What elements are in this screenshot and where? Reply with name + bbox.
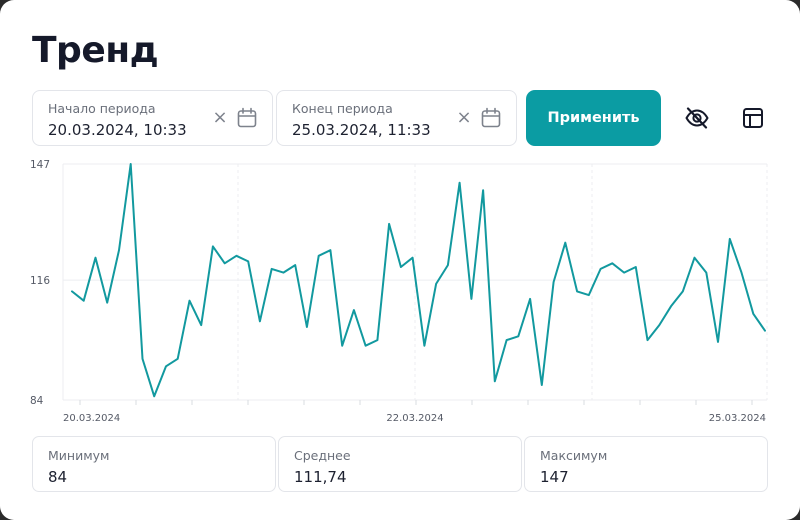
stat-maximum-value: 147 bbox=[540, 468, 569, 486]
x-tick-label: 20.03.2024 bbox=[63, 413, 120, 424]
stat-minimum-value: 84 bbox=[48, 468, 68, 486]
x-tick-label: 25.03.2024 bbox=[709, 413, 766, 424]
apply-button[interactable]: Применить bbox=[526, 90, 661, 146]
x-tick-label: 22.03.2024 bbox=[386, 413, 443, 424]
stat-maximum: Максимум 147 bbox=[524, 436, 768, 492]
stat-maximum-label: Максимум bbox=[540, 448, 608, 463]
stat-average-label: Среднее bbox=[294, 448, 351, 463]
period-end-label: Конец периода bbox=[292, 101, 393, 116]
period-start-label: Начало периода bbox=[48, 101, 156, 116]
y-tick-label: 116 bbox=[30, 275, 50, 287]
close-icon[interactable]: × bbox=[456, 107, 472, 128]
stat-average: Среднее 111,74 bbox=[278, 436, 522, 492]
table-icon[interactable] bbox=[740, 105, 766, 131]
calendar-icon[interactable] bbox=[480, 107, 502, 129]
period-start-field[interactable]: Начало периода 20.03.2024, 10:33 × bbox=[32, 90, 273, 146]
trend-chart-svg: 84 116 147 20.03.2024 22.03.2024 25.03.2024 bbox=[30, 159, 768, 424]
stat-minimum: Минимум 84 bbox=[32, 436, 276, 492]
eye-off-icon[interactable] bbox=[684, 105, 710, 131]
calendar-icon[interactable] bbox=[236, 107, 258, 129]
trend-chart: 84 116 147 20.03.2024 22.03.2024 25.03.2024 bbox=[20, 150, 780, 430]
series-line bbox=[71, 163, 766, 398]
close-icon[interactable]: × bbox=[212, 107, 228, 128]
page-title: Тренд bbox=[32, 30, 159, 71]
stat-minimum-label: Минимум bbox=[48, 448, 110, 463]
period-end-field[interactable]: Конец периода 25.03.2024, 11:33 × bbox=[276, 90, 517, 146]
y-tick-label: 147 bbox=[30, 159, 50, 171]
y-tick-label: 84 bbox=[30, 395, 44, 407]
stat-average-value: 111,74 bbox=[294, 468, 347, 486]
period-end-value[interactable]: 25.03.2024, 11:33 bbox=[292, 121, 431, 139]
period-start-value[interactable]: 20.03.2024, 10:33 bbox=[48, 121, 187, 139]
